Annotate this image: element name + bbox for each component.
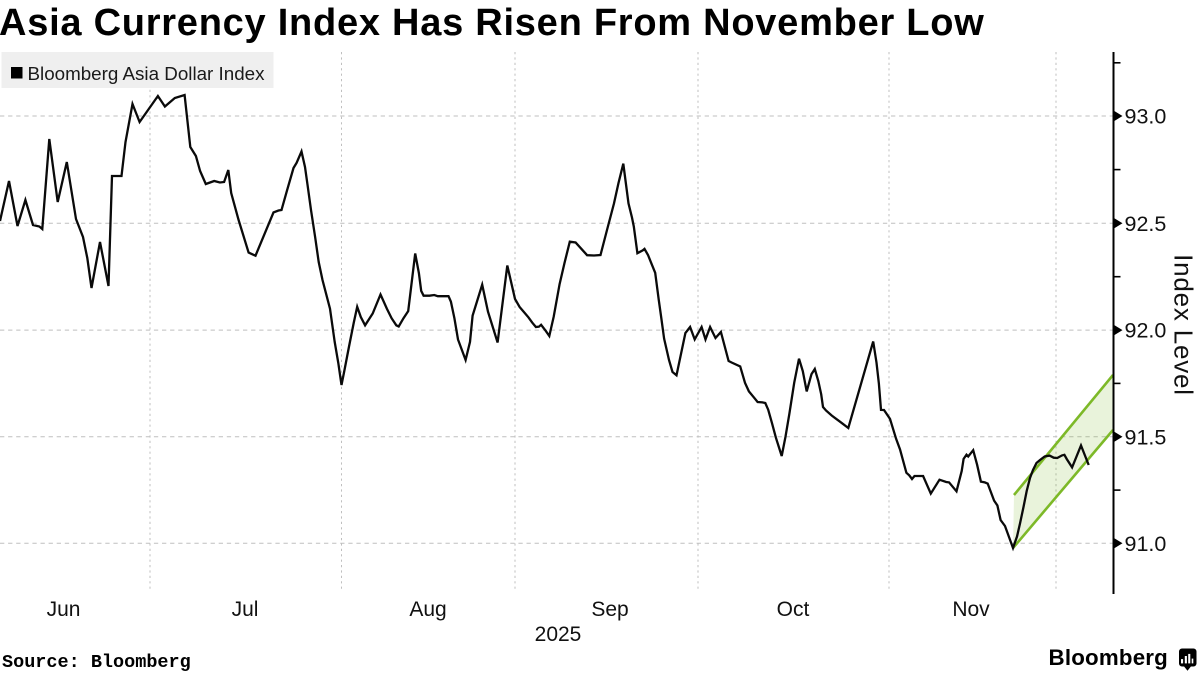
svg-text:Index Level: Index Level [1169, 254, 1199, 396]
svg-text:91.5: 91.5 [1125, 425, 1167, 449]
svg-text:Jun: Jun [47, 598, 81, 621]
svg-text:Aug: Aug [409, 598, 446, 621]
svg-text:93.0: 93.0 [1125, 105, 1167, 129]
svg-text:Asia Currency Index Has Risen: Asia Currency Index Has Risen From Novem… [0, 2, 985, 44]
svg-text:Source: Bloomberg: Source: Bloomberg [2, 652, 191, 673]
svg-text:Oct: Oct [777, 598, 810, 621]
svg-text:Bloomberg: Bloomberg [1049, 645, 1168, 670]
svg-text:92.0: 92.0 [1125, 319, 1167, 343]
svg-text:Bloomberg Asia Dollar Index: Bloomberg Asia Dollar Index [28, 63, 266, 84]
svg-text:91.0: 91.0 [1125, 532, 1167, 556]
svg-text:2025: 2025 [535, 623, 582, 646]
svg-text:Jul: Jul [232, 598, 259, 621]
svg-text:92.5: 92.5 [1125, 212, 1167, 236]
svg-text:Sep: Sep [591, 598, 628, 621]
svg-text:Nov: Nov [952, 598, 990, 621]
